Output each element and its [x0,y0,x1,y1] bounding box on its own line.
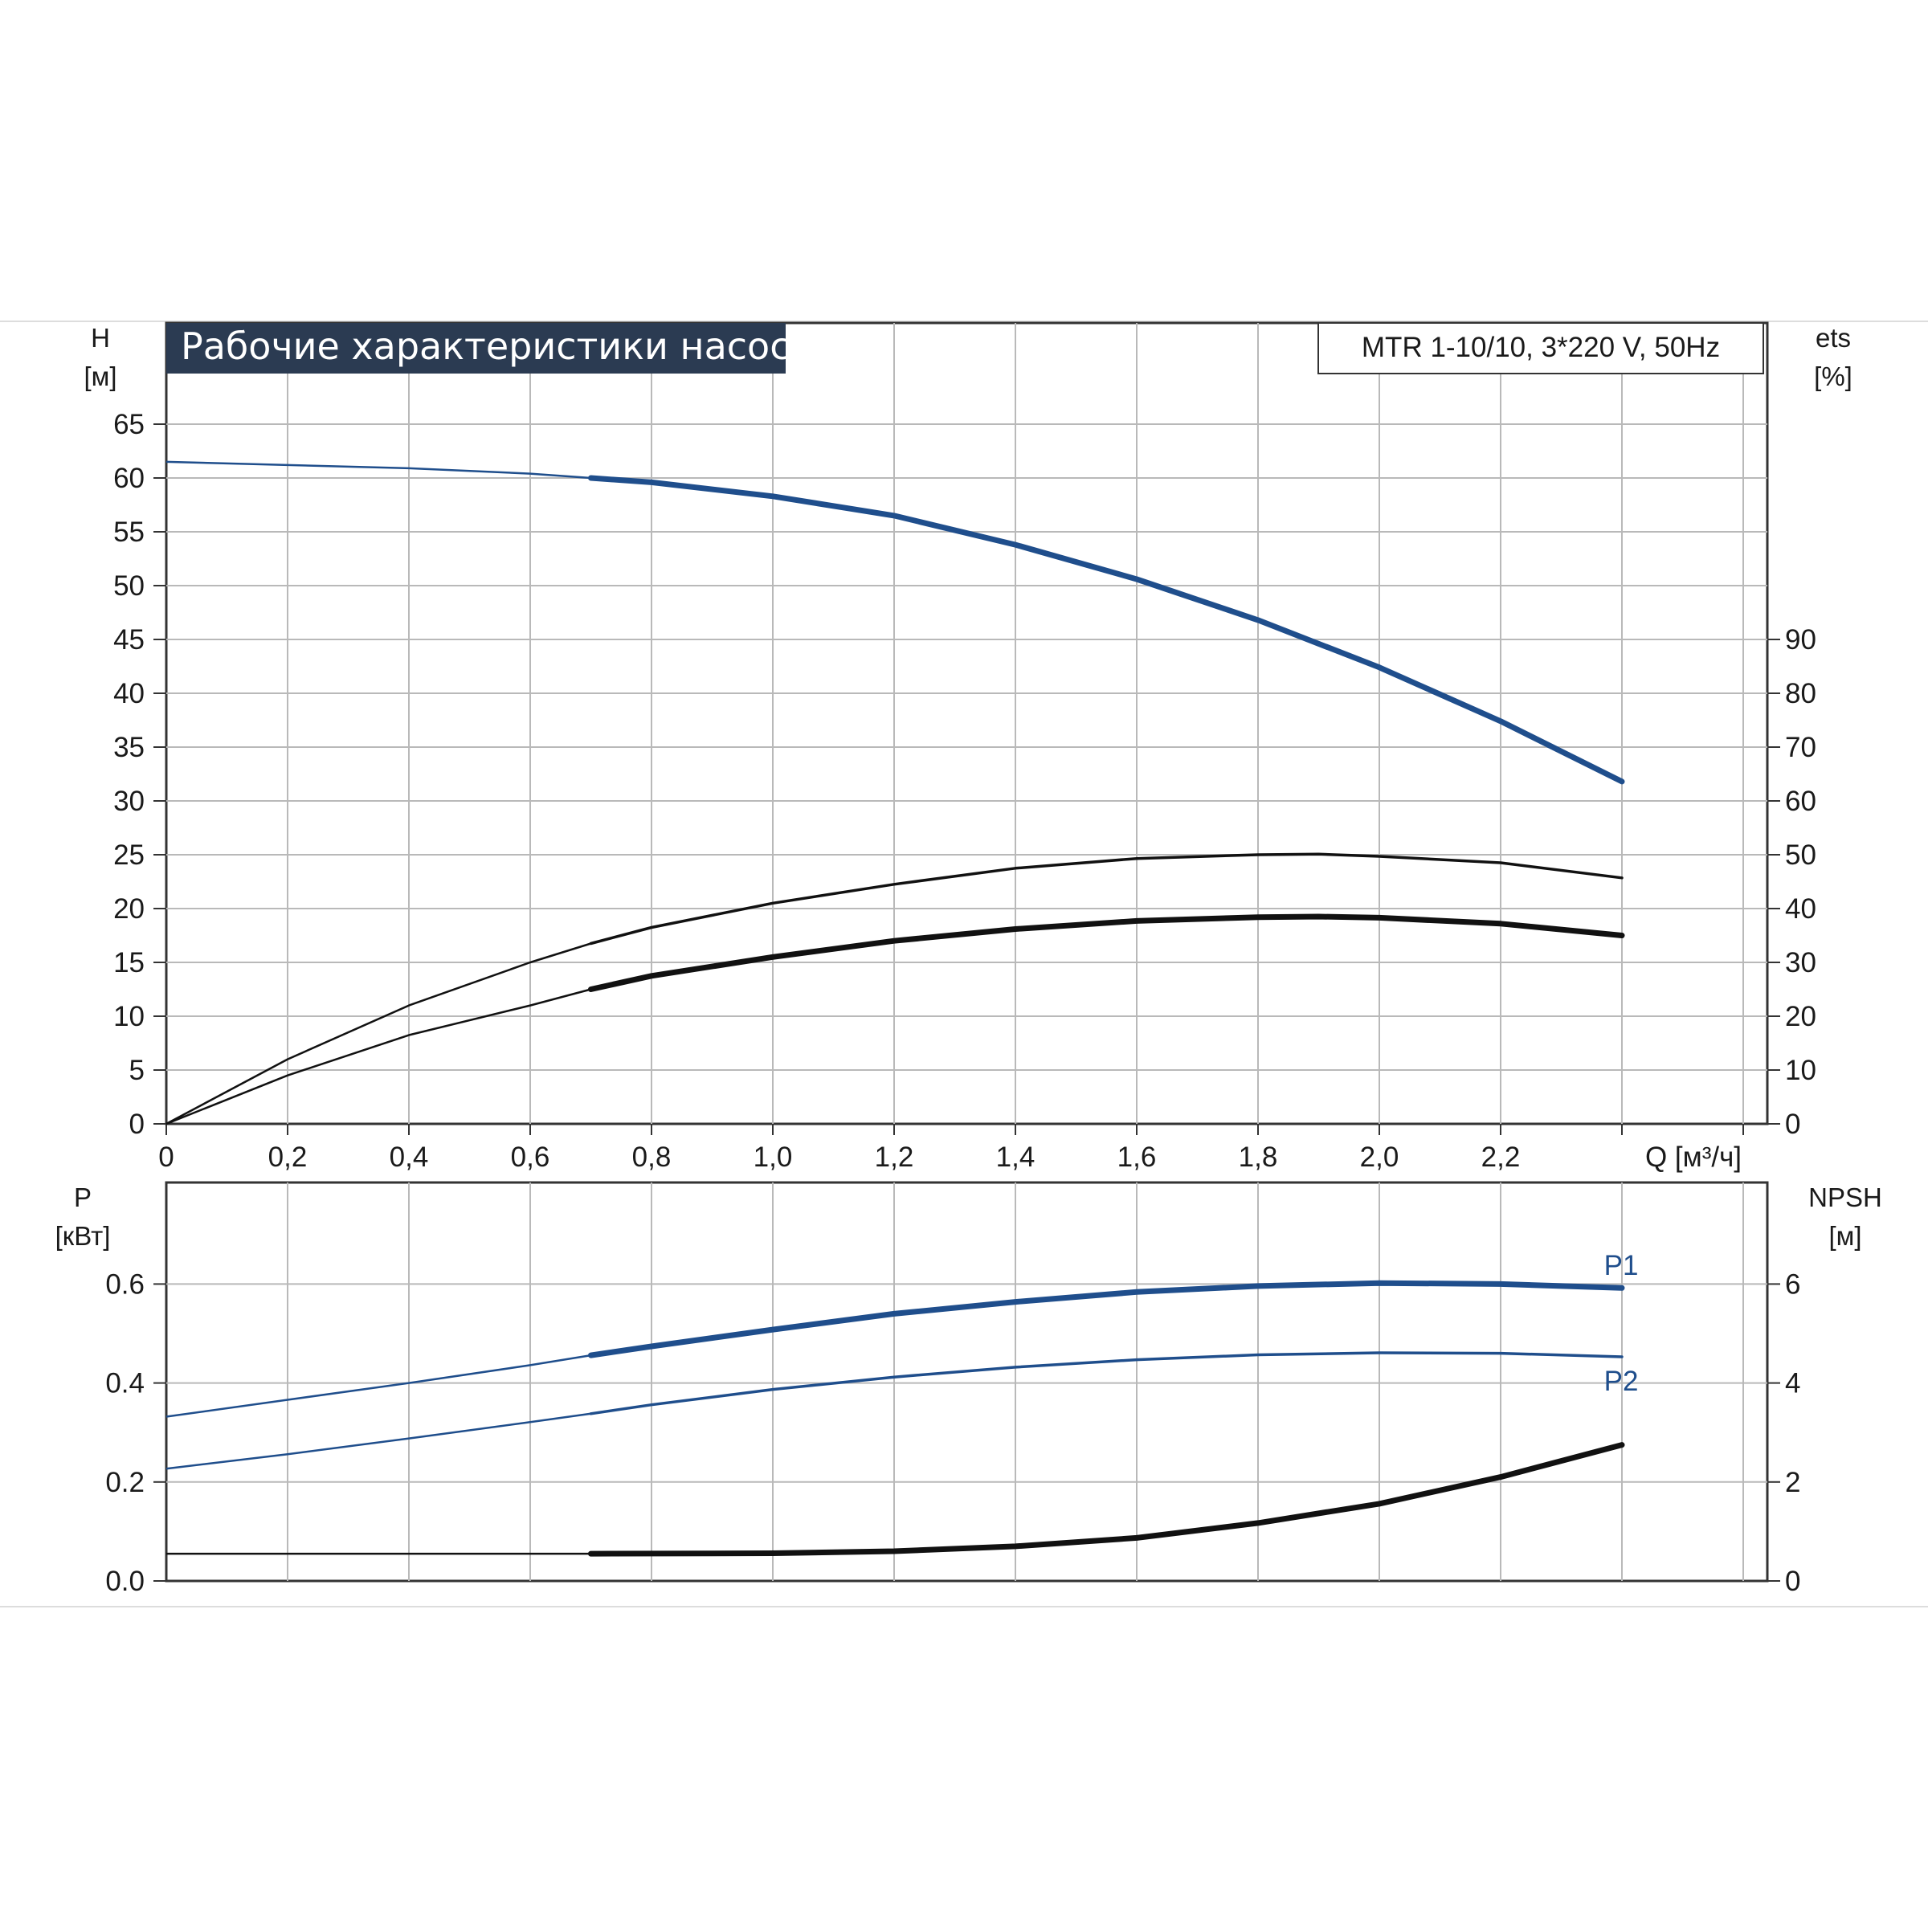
lower-left-tick-label: 0.4 [105,1368,145,1399]
upper-left-tick-label: 20 [113,893,145,925]
curve-label-p1: P1 [1604,1250,1639,1281]
lower-right-axis-unit: [м] [1828,1221,1861,1251]
upper-right-axis-title: ets [1816,323,1851,353]
upper-right-tick-label: 20 [1785,1001,1816,1032]
x-tick-label: 2,0 [1360,1142,1399,1173]
upper-left-tick-label: 35 [113,732,145,763]
series-eta-total-bold [589,852,1624,946]
upper-left-tick-label: 50 [113,570,145,602]
frame-lines [0,321,1928,1607]
series-npsh-bold [588,1442,1625,1557]
lower-left-axis-title: P [74,1182,92,1212]
lower-left-tick-label: 0.2 [105,1467,145,1498]
upper-right-tick-label: 70 [1785,732,1816,763]
upper-frame [165,321,1769,1125]
upper-right-tick-label: 30 [1785,947,1816,978]
curves [165,460,1625,1557]
series-p1-bold [588,1280,1625,1358]
lower-right-tick-label: 0 [1785,1566,1800,1597]
chart-title: Рабочие характеристики насоса [181,325,813,368]
upper-right-tick-label: 90 [1785,624,1816,656]
upper-left-tick-label: 60 [113,463,145,494]
x-tick-label: 1,2 [875,1142,914,1173]
lower-right-tick-label: 4 [1785,1368,1800,1399]
x-tick-label: 1,8 [1239,1142,1278,1173]
upper-left-tick-label: 30 [113,786,145,817]
curve-label-p2: P2 [1604,1366,1639,1397]
series-h-bold [588,475,1625,785]
upper-left-tick-label: 65 [113,409,145,440]
upper-right-tick-label: 10 [1785,1055,1816,1086]
lower-left-tick-label: 0.0 [105,1566,145,1597]
lower-right-tick-label: 2 [1785,1467,1800,1498]
upper-right-tick-label: 80 [1785,678,1816,709]
series-p2-bold [589,1351,1624,1415]
upper-left-axis-unit: [м] [84,361,116,391]
upper-right-tick-label: 0 [1785,1109,1800,1140]
upper-left-tick-label: 0 [129,1109,145,1140]
upper-left-tick-label: 5 [129,1055,145,1086]
lower-left-tick-label: 0.6 [105,1268,145,1300]
x-tick-label: 0 [158,1142,174,1173]
x-tick-label: 0,6 [511,1142,550,1173]
upper-left-tick-label: 40 [113,678,145,709]
upper-right-axis-unit: [%] [1814,361,1852,391]
x-tick-label: 0,2 [268,1142,308,1173]
lower-left-axis-unit: [кВт] [55,1221,111,1251]
upper-left-tick-label: 10 [113,1001,145,1032]
lower-right-tick-label: 6 [1785,1268,1800,1300]
x-tick-label: 1,0 [754,1142,793,1173]
upper-right-tick-label: 40 [1785,893,1816,925]
series-eta-pump-bold [588,913,1625,992]
x-tick-label: 0,8 [632,1142,672,1173]
x-tick-label: 1,4 [996,1142,1035,1173]
upper-right-tick-label: 60 [1785,786,1816,817]
grid-lines [166,323,1767,1581]
upper-left-tick-label: 15 [113,947,145,978]
upper-left-tick-label: 55 [113,517,145,548]
model-box [1317,322,1764,374]
labels: 0510152025303540455055606501020304050607… [55,323,1882,1597]
x-tick-label: 2,2 [1481,1142,1521,1173]
x-tick-label: 1,6 [1117,1142,1157,1173]
upper-left-tick-label: 45 [113,624,145,656]
upper-left-axis-title: H [91,323,110,353]
upper-left-tick-label: 25 [113,839,145,871]
lower-frame [165,1181,1769,1583]
model-label: MTR 1-10/10, 3*220 V, 50Hz [1362,332,1720,363]
x-tick-label: 0,4 [390,1142,429,1173]
x-axis-label: Q [м³/ч] [1645,1142,1742,1173]
lower-right-axis-title: NPSH [1808,1182,1882,1212]
upper-right-tick-label: 50 [1785,839,1816,871]
title-box [166,323,786,374]
